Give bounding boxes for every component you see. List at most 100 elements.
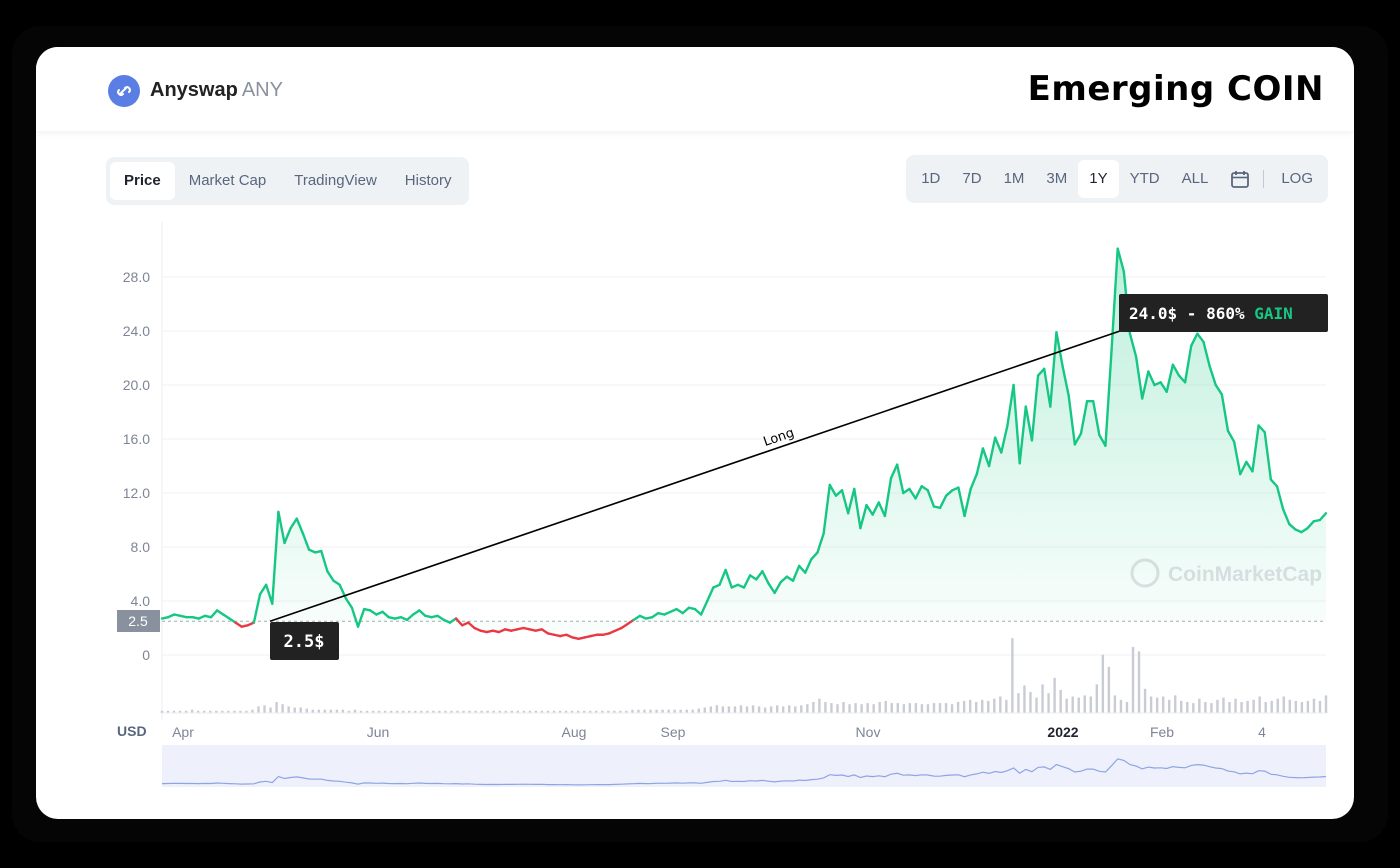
volume-bar — [697, 708, 700, 713]
volume-bar — [335, 709, 339, 713]
price-line-segment — [436, 614, 446, 622]
volume-bar — [546, 710, 550, 713]
price-line-segment — [877, 501, 887, 518]
x-tick-label: Sep — [661, 724, 686, 740]
watermark-group: CoinMarketCap — [1130, 558, 1322, 588]
volume-bar — [733, 706, 737, 713]
volume-bar — [486, 710, 489, 713]
volume-bar — [1059, 689, 1062, 713]
price-line-segment — [846, 487, 856, 515]
volume-bar — [920, 704, 924, 713]
price-line-segment — [454, 617, 464, 627]
tab-history[interactable]: History — [404, 172, 452, 189]
price-line-segment — [289, 517, 298, 530]
volume-bar — [516, 710, 520, 713]
volume-bar — [1318, 700, 1322, 713]
price-line-segment — [693, 607, 703, 616]
price-line-segment — [926, 489, 936, 508]
exit-label-value: 24.0$ - 860% — [1129, 304, 1254, 323]
price-line-segment — [301, 532, 311, 551]
coin-symbol: ANY — [241, 79, 283, 101]
volume-bar — [908, 703, 912, 713]
tab-price[interactable]: Price — [110, 162, 175, 200]
volume-bar — [1089, 696, 1092, 713]
volume-bar — [956, 702, 960, 713]
range-3m[interactable]: 3M — [1046, 170, 1068, 187]
price-line-segment — [883, 476, 893, 518]
range-7d[interactable]: 7D — [962, 170, 982, 187]
price-line-segment — [1232, 440, 1242, 476]
volume-bar — [281, 704, 284, 713]
price-line-segment — [1239, 460, 1248, 476]
x-tick-label: Apr — [172, 724, 194, 740]
volume-bar — [1288, 699, 1292, 713]
price-line-segment — [1159, 381, 1168, 393]
price-line-segment — [1275, 485, 1285, 511]
volume-bar — [227, 710, 230, 713]
price-line-segment — [975, 447, 985, 476]
price-line-segment — [957, 486, 966, 518]
exit-label: 24.0$ - 860% GAIN — [1129, 304, 1293, 323]
calendar-icon[interactable] — [1229, 160, 1251, 198]
volume-bar — [1107, 666, 1111, 713]
volume-bar — [558, 710, 562, 713]
range-all[interactable]: ALL — [1181, 170, 1209, 187]
range-1m[interactable]: 1M — [1003, 170, 1025, 187]
volume-bar — [1035, 697, 1038, 713]
price-line-segment — [1263, 431, 1273, 481]
range-1y[interactable]: 1Y — [1078, 160, 1119, 198]
price-line-segment — [1269, 478, 1279, 488]
volume-bar — [396, 710, 399, 713]
price-line-segment — [1067, 394, 1077, 446]
volume-bar — [830, 703, 833, 713]
y-tick-label: 0 — [142, 647, 150, 663]
volume-bar — [1053, 677, 1056, 713]
price-line-segment — [1288, 522, 1297, 531]
range-ytd[interactable]: YTD — [1129, 170, 1160, 187]
price-line-segment — [993, 436, 1003, 454]
volume-bar — [534, 710, 538, 713]
price-line-segment — [356, 607, 366, 628]
volume-bar — [950, 704, 954, 713]
volume-bar — [498, 710, 501, 713]
volume-bar — [329, 709, 333, 713]
volume-bar — [233, 710, 236, 713]
price-line-segment — [895, 463, 905, 495]
volume-bar — [812, 702, 815, 713]
navigator-line — [161, 758, 1327, 786]
volume-bar — [1270, 700, 1273, 713]
time-range-selector: 1D 7D 1M 3M 1Y YTD ALL LOG — [906, 155, 1328, 203]
tab-market-cap[interactable]: Market Cap — [188, 172, 267, 189]
price-line-segment — [252, 593, 262, 624]
volume-bar — [679, 709, 682, 713]
price-line-segment — [448, 617, 458, 624]
price-line-segment — [650, 611, 660, 619]
volume-bar — [564, 710, 568, 713]
volume-bar — [619, 710, 622, 713]
volume-bar — [884, 700, 887, 713]
volume-bar — [269, 707, 272, 713]
volume-bar — [1228, 702, 1231, 713]
log-toggle[interactable]: LOG — [1281, 170, 1313, 187]
tab-tradingview[interactable]: TradingView — [294, 172, 377, 189]
volume-bar — [938, 703, 942, 713]
price-line-segment — [718, 568, 727, 586]
volume-bar — [1161, 696, 1165, 713]
price-line-segment — [859, 503, 868, 530]
volume-bar — [203, 710, 206, 713]
price-line-segment — [987, 436, 997, 468]
price-line-segment — [742, 574, 752, 589]
price-line-segment — [681, 606, 691, 615]
volume-bar — [902, 704, 906, 713]
volume-bar — [408, 710, 411, 713]
volume-bar — [1125, 702, 1129, 713]
trend-line — [269, 330, 1121, 623]
volume-bar — [932, 703, 936, 713]
volume-bar — [552, 710, 556, 713]
volume-bar — [962, 700, 966, 713]
y-tick-label: 4.0 — [131, 593, 151, 609]
range-1d[interactable]: 1D — [921, 170, 941, 187]
volume-bar — [987, 700, 990, 713]
price-line-segment — [797, 564, 807, 574]
volume-bar — [166, 710, 170, 713]
